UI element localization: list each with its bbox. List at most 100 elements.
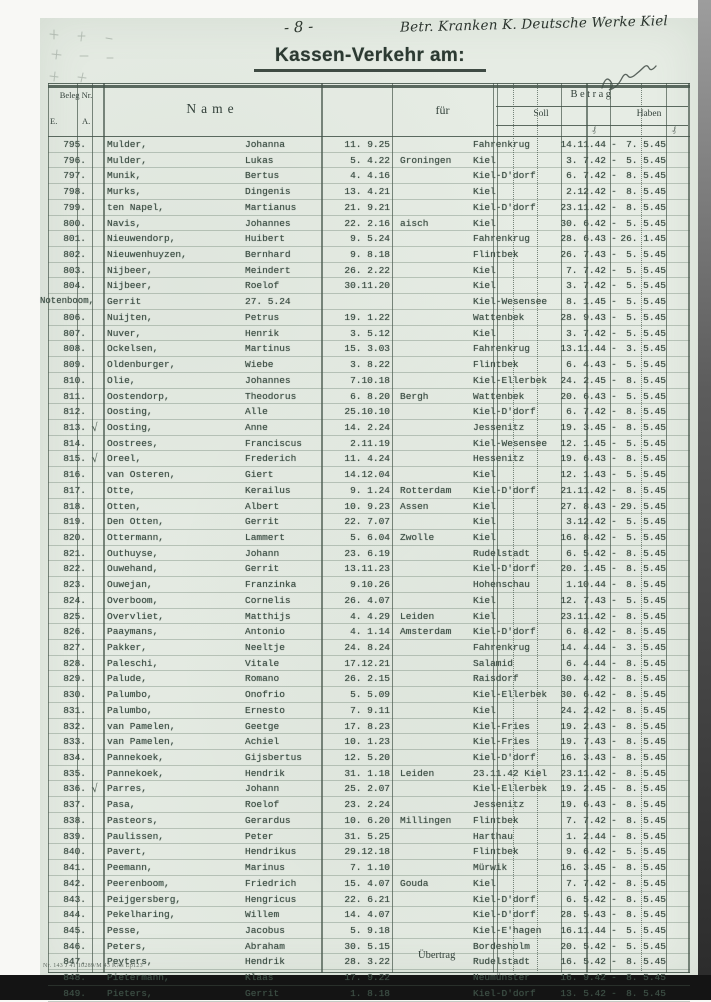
row-firstname: Martianus [245,201,297,213]
table-row: 839. Paulissen, Peter 31. 5.25 Harthau 1. 2.4… [48,829,690,845]
row-place: Kiel [473,186,496,198]
row-firstname: Johann [245,547,280,559]
row-beleg-nr: 834. [63,752,86,764]
row-haben: 5. 5.45 [626,437,666,449]
row-soll: 20. 6.43 [560,390,606,402]
table-row: 833. van Pamelen, Achiel 10. 1.23 Kiel-Fries… [48,734,690,751]
table-row: 826. Paaymans, Antonio 4. 1.14 Amsterdam Kiel… [48,624,690,640]
table-row: 836. √ Parres, Johann 25. 2.07 Kiel-Ellerbek 1… [48,781,690,798]
column-rule [537,83,538,973]
row-haben: 5. 5.45 [626,327,666,339]
row-date-separator: - [611,673,617,685]
row-surname: Pesse, [107,924,142,936]
table-row: 837. Pasa, Roelof 23. 2.24 Jessenitz 19. 6.43… [48,797,690,813]
row-soll: 14.11.44 [560,139,606,150]
row-soll: 14. 4.44 [560,642,606,653]
row-date-separator: - [611,972,617,984]
row-soll: 24. 2.45 [560,374,606,386]
row-place: Kiel [473,469,496,481]
row-birthdate: 7. 9.11 [350,704,390,716]
row-place: Fahrenkrug [473,343,531,355]
row-haben: 5. 5.45 [626,940,666,952]
row-haben: 5. 5.45 [626,264,666,276]
row-firstname: Jacobus [245,924,285,936]
row-beleg-nr: Notenboom, [40,296,95,307]
row-surname: Pasteors, [107,814,159,826]
row-soll: 13.11.44 [560,343,606,355]
row-surname: Oosting, [107,406,153,418]
row-firstname: Ernesto [245,704,285,716]
soll-pfennig-mark: ₰ [592,125,596,134]
row-surname: Oostrees, [107,437,159,449]
table-row: 809. Oldenburger, Wiebe 3. 8.22 Flintbek 6. 4… [48,357,690,373]
row-haben: 8. 5.45 [626,547,666,559]
column-rule [610,83,611,973]
row-beleg-nr: 835. [63,767,86,779]
row-beleg-nr: 815. [63,453,86,465]
row-date-separator: - [611,956,617,968]
row-date-separator: - [611,594,617,606]
table-row: 849. Pieters, Gerrit 1. 8.18 Kiel-D'dorf 13. … [48,986,690,1002]
row-date-separator: - [611,579,617,591]
row-date-separator: - [611,139,617,150]
table-row: 818. Otten, Albert 10. 9.23 Assen Kiel 27. 8.4… [48,499,690,515]
row-date-separator: - [611,704,617,716]
row-surname: Pavert, [107,846,147,858]
row-surname: Nijbeer, [107,280,153,292]
form-title: Kassen-Verkehr am: [254,45,486,72]
row-place: Salamid [473,657,513,670]
row-birthdate: 22. 2.16 [344,217,390,229]
row-place: Raisdorf [473,672,519,685]
row-place: Jessenitz [473,421,525,433]
row-fuer: Zwolle [400,531,435,543]
table-row: Notenboom, Gerrit 27. 5.24 Kiel-Wesensee 8. … [40,294,690,310]
table-row: 841. Peemann, Marinus 7. 1.10 Mürwik 16. 3.45… [48,860,690,876]
table-row: 811. Oostendorp, Theodorus 6. 8.20 Bergh Watt… [48,389,690,405]
row-beleg-nr: 846. [63,940,86,952]
row-birthdate: 14. 4.07 [344,909,390,921]
row-date-separator: - [611,877,617,889]
row-place: Kiel [473,516,496,528]
row-firstname: Romano [245,673,280,685]
row-firstname: Neeltje [245,642,285,653]
row-date-separator: - [611,814,617,826]
row-birthdate: 17. 9.22 [344,972,390,984]
row-place: Kiel-E'hagen [473,924,542,936]
header-beleg-e: E. [50,116,58,126]
row-firstname: Hengricus [245,893,297,905]
table-row: 823. Ouwejan, Franzinka 9.10.26 Hohenschau 1.… [48,577,690,593]
column-rule [92,83,93,973]
row-date-separator: - [611,500,617,512]
row-birthdate: 30.11.20 [344,280,390,292]
row-fuer: Millingen [400,814,452,826]
row-firstname: Theodorus [245,390,297,402]
row-date-separator: - [611,736,617,748]
row-beleg-nr: 801. [63,233,86,245]
row-date-separator: - [611,374,617,386]
row-birthdate: 7. 1.10 [350,862,390,874]
row-haben: 8. 5.45 [626,893,666,905]
row-haben: 8. 5.45 [626,626,666,638]
row-soll: 26. 7.43 [560,249,606,261]
table-row: 820. Ottermann, Lammert 5. 6.04 Zwolle Kiel 16… [48,530,690,546]
row-soll: 3.12.42 [546,515,606,528]
row-soll: 20. 5.42 [560,940,606,952]
row-place: Kiel-D'dorf [473,406,536,418]
row-surname: Pietermann, [107,972,170,984]
row-surname: Gerrit [107,296,142,308]
row-fuer: Leiden [400,610,435,622]
row-soll: 16. 5.42 [560,956,606,968]
row-haben: 5. 5.45 [626,531,666,543]
row-soll: 6. 5.42 [566,893,606,905]
row-beleg-nr: 819. [63,516,86,528]
row-fuer: Bergh [400,390,429,402]
row-soll: 16. 9.42 [560,972,606,984]
row-surname: Nieuwendorp, [107,233,176,245]
table-row: 796. Mulder, Lukas 5. 4.22 Groningen Kiel 3. 7… [48,153,690,169]
row-rule [48,971,690,974]
row-birthdate: 11. 4.24 [344,453,390,465]
row-soll: 7. 7.42 [566,264,606,276]
row-surname: Oreel, [107,453,142,465]
row-date-separator: - [611,940,617,952]
row-birthdate: 12. 5.20 [344,752,390,764]
